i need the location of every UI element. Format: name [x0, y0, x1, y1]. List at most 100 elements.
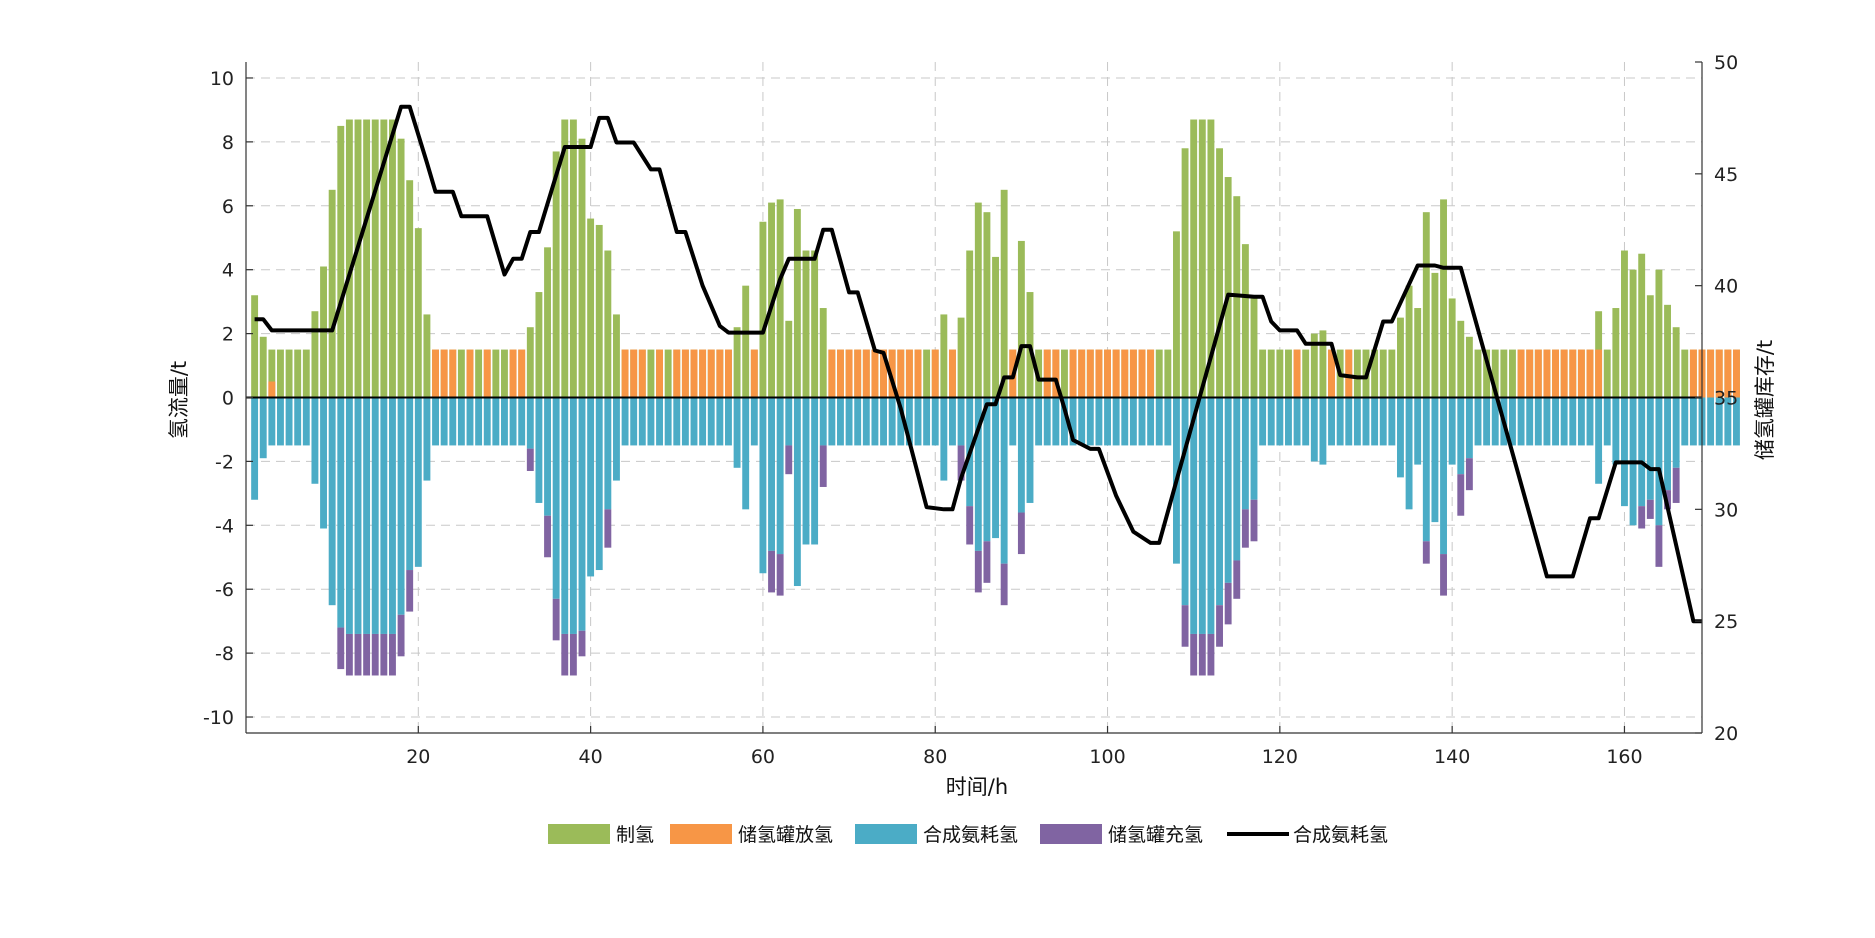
bar-production [578, 138, 586, 398]
bar-discharge [638, 349, 646, 398]
y-right-tick-label: 30 [1714, 499, 1738, 521]
bar-charging [526, 448, 534, 471]
bar-consumption [742, 397, 750, 510]
x-tick-label: 140 [1434, 746, 1470, 768]
bar-discharge [1086, 349, 1094, 398]
bar-production [285, 349, 293, 398]
bar-consumption [1465, 397, 1473, 459]
bar-charging [354, 633, 362, 676]
bar-production [664, 349, 672, 398]
bar-consumption [432, 397, 439, 446]
bar-production [1448, 298, 1456, 398]
bar-consumption [914, 397, 922, 446]
bar-consumption [1379, 397, 1387, 446]
bar-discharge [518, 349, 526, 398]
bar-discharge [440, 349, 448, 398]
bar-production [1000, 189, 1008, 398]
bar-production [1371, 349, 1379, 398]
bar-production [526, 327, 534, 398]
y-left-tick-label: 4 [222, 260, 234, 282]
bar-production [1621, 250, 1628, 398]
bar-consumption [569, 397, 577, 634]
bar-consumption [518, 397, 526, 446]
bar-production [1155, 349, 1163, 398]
bar-discharge [1121, 349, 1129, 398]
y-left-tick-label: 6 [222, 196, 234, 218]
bar-consumption [923, 397, 931, 446]
bar-consumption [845, 397, 853, 446]
bar-charging [337, 627, 345, 670]
bar-consumption [1052, 397, 1060, 446]
bar-production [259, 336, 267, 398]
bar-consumption [449, 397, 457, 446]
bar-charging [389, 633, 396, 676]
bar-production [1465, 336, 1473, 398]
bar-production [1302, 349, 1310, 398]
y-left-tick-label: -10 [203, 707, 234, 729]
bar-discharge [1517, 349, 1525, 398]
bar-production [414, 228, 422, 398]
bar-production [1379, 349, 1387, 398]
bar-consumption [552, 397, 560, 599]
bar-consumption [328, 397, 336, 606]
legend-swatch [1040, 824, 1102, 844]
legend-swatch [855, 824, 917, 844]
bar-production [1198, 119, 1206, 398]
bar-consumption [1164, 397, 1172, 446]
bar-production [311, 311, 319, 398]
bar-consumption [940, 397, 948, 481]
bar-consumption [1655, 397, 1663, 526]
bar-production [1173, 231, 1180, 398]
bar-consumption [1569, 397, 1577, 446]
bar-consumption [759, 397, 767, 574]
bar-consumption [725, 397, 732, 446]
bar-consumption [1310, 397, 1318, 462]
bar-production [552, 151, 560, 398]
y-right-tick-label: 45 [1714, 164, 1738, 186]
bar-consumption [1483, 397, 1491, 446]
bar-consumption [251, 397, 259, 500]
bar-production [733, 327, 741, 398]
bar-charging [1017, 512, 1025, 555]
bar-charging [957, 445, 965, 481]
bar-consumption [1190, 397, 1198, 634]
bar-consumption [974, 397, 982, 551]
bar-production [1216, 148, 1223, 398]
bar-consumption [501, 397, 508, 446]
bar-consumption [535, 397, 543, 503]
bar-consumption [983, 397, 991, 542]
bar-consumption [561, 397, 569, 634]
bar-charging [397, 614, 405, 657]
bar-charging [1241, 509, 1249, 548]
bar-consumption [1405, 397, 1413, 510]
bar-discharge [1147, 349, 1155, 398]
bar-consumption [1285, 397, 1292, 446]
bar-discharge [845, 349, 853, 398]
bar-discharge [1689, 349, 1697, 398]
y-left-tick-label: -8 [215, 643, 234, 665]
bar-charging [1655, 525, 1663, 567]
bar-consumption [949, 397, 956, 446]
y-left-tick-label: -2 [215, 451, 234, 473]
bar-consumption [621, 397, 629, 446]
bar-discharge [432, 349, 439, 398]
bar-production [397, 138, 405, 398]
bar-production [595, 224, 603, 398]
bar-production [1353, 349, 1361, 398]
bar-discharge [1569, 349, 1577, 398]
bar-production [337, 125, 345, 398]
bar-consumption [793, 397, 801, 587]
bar-charging [1181, 605, 1189, 647]
bar-discharge [949, 349, 956, 398]
bar-production [1612, 308, 1620, 398]
bar-charging [768, 550, 775, 593]
bar-production [251, 295, 259, 398]
bar-production [1655, 269, 1663, 398]
bar-consumption [905, 397, 913, 446]
bar-production [1422, 212, 1430, 398]
bar-discharge [1586, 349, 1594, 398]
bar-production [759, 221, 767, 398]
bar-production [819, 308, 827, 398]
